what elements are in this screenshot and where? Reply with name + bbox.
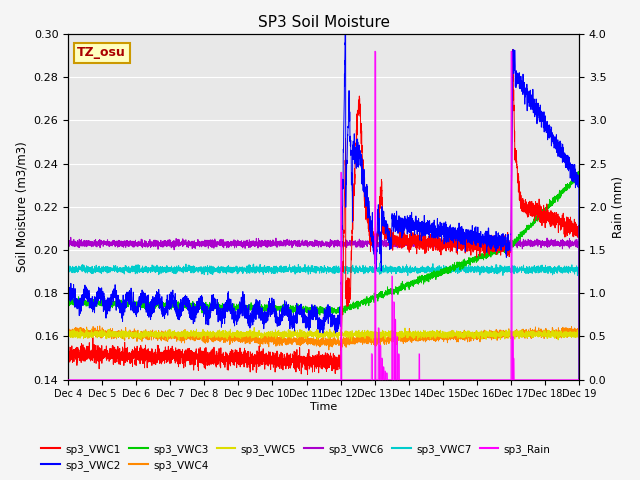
Title: SP3 Soil Moisture: SP3 Soil Moisture [257, 15, 390, 30]
Y-axis label: Rain (mm): Rain (mm) [612, 176, 625, 238]
Legend: sp3_VWC1, sp3_VWC2, sp3_VWC3, sp3_VWC4, sp3_VWC5, sp3_VWC6, sp3_VWC7, sp3_Rain: sp3_VWC1, sp3_VWC2, sp3_VWC3, sp3_VWC4, … [37, 439, 555, 475]
Y-axis label: Soil Moisture (m3/m3): Soil Moisture (m3/m3) [15, 142, 28, 272]
Text: TZ_osu: TZ_osu [77, 47, 126, 60]
X-axis label: Time: Time [310, 402, 337, 412]
